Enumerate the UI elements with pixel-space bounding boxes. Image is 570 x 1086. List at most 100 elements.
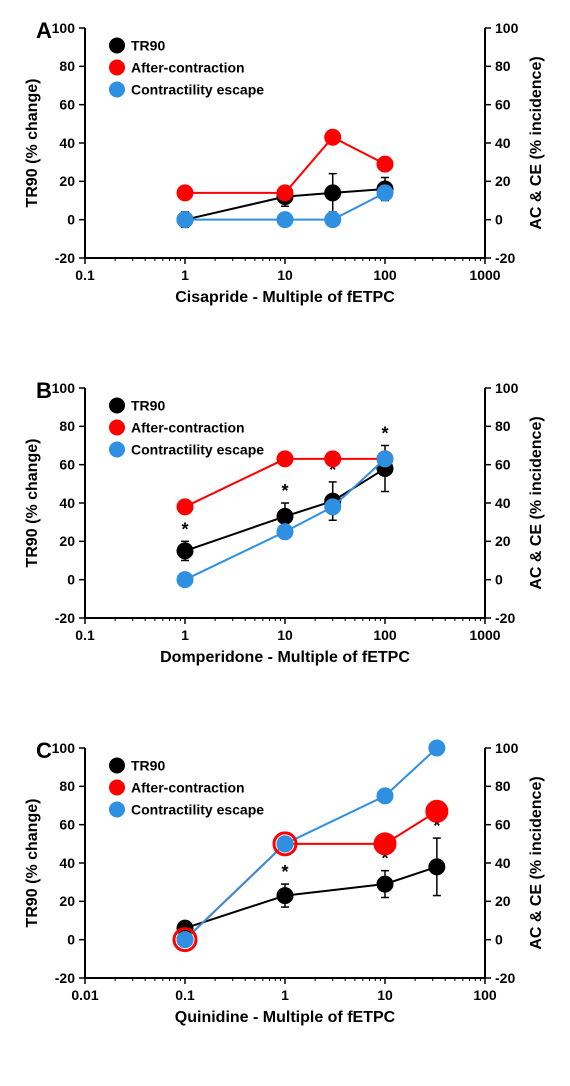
y-tick-label-left: 80	[59, 778, 75, 794]
series-marker	[277, 212, 293, 228]
series-marker	[277, 836, 293, 852]
series-marker	[177, 499, 193, 515]
y-tick-label-left: 80	[59, 58, 75, 74]
y-tick-label-left: 0	[67, 932, 75, 948]
y-tick-label-left: 60	[59, 457, 75, 473]
x-tick-label: 1	[181, 267, 189, 283]
y-tick-label-left: 40	[59, 855, 75, 871]
series-marker	[277, 524, 293, 540]
legend-label: TR90	[131, 757, 165, 773]
x-axis-label: Domperidone - Multiple of fETPC	[160, 649, 410, 666]
series-marker	[277, 508, 293, 524]
y-axis-label-left: TR90 (% change)	[24, 799, 41, 928]
x-tick-label: 0.1	[75, 267, 95, 283]
x-tick-label: 100	[373, 627, 397, 643]
series-marker	[377, 788, 393, 804]
y-tick-label-right: 60	[495, 817, 511, 833]
series-marker	[429, 740, 445, 756]
series-marker	[177, 543, 193, 559]
series-marker	[429, 859, 445, 875]
series-marker	[377, 156, 393, 172]
legend-label: TR90	[131, 37, 165, 53]
series-marker	[377, 876, 393, 892]
series-marker	[325, 185, 341, 201]
x-tick-label: 0.1	[175, 987, 195, 1003]
legend-marker	[109, 802, 125, 818]
series-marker	[325, 499, 341, 515]
y-tick-label-left: 20	[59, 533, 75, 549]
y-axis-label-left: TR90 (% change)	[24, 439, 41, 568]
y-tick-label-left: 60	[59, 817, 75, 833]
y-tick-label-left: 0	[67, 212, 75, 228]
x-tick-label: 10	[277, 267, 293, 283]
x-tick-label: 100	[373, 267, 397, 283]
y-axis-label-right: AC & CE (% incidence)	[528, 56, 545, 229]
legend-label: After-contraction	[131, 419, 245, 435]
y-tick-label-left: 100	[52, 740, 76, 756]
x-tick-label: 1	[181, 627, 189, 643]
y-tick-label-left: 100	[52, 20, 76, 36]
series-marker	[426, 800, 448, 822]
y-tick-label-right: 20	[495, 893, 511, 909]
x-tick-label: 10	[377, 987, 393, 1003]
figure-root: A0.11101001000-20-2000202040406060808010…	[0, 0, 570, 1086]
x-axis-label: Quinidine - Multiple of fETPC	[175, 1009, 396, 1026]
series-marker	[277, 888, 293, 904]
legend-label: Contractility escape	[131, 81, 264, 97]
x-tick-label: 1000	[469, 267, 500, 283]
y-tick-label-right: 60	[495, 97, 511, 113]
y-tick-label-left: 80	[59, 418, 75, 434]
x-tick-label: 10	[277, 627, 293, 643]
legend-marker	[109, 82, 125, 98]
y-tick-label-right: 100	[495, 740, 519, 756]
series-marker	[177, 932, 193, 948]
y-tick-label-right: 40	[495, 855, 511, 871]
y-axis-label-right: AC & CE (% incidence)	[528, 416, 545, 589]
y-tick-label-right: 40	[495, 135, 511, 151]
x-tick-label: 0.1	[75, 627, 95, 643]
series-line	[185, 867, 437, 928]
y-tick-label-right: 60	[495, 457, 511, 473]
chart-A: 0.11101001000-20-20002020404060608080100…	[0, 8, 570, 348]
y-tick-label-right: 80	[495, 778, 511, 794]
legend-marker	[109, 398, 125, 414]
y-tick-label-left: 100	[52, 380, 76, 396]
x-axis-label: Cisapride - Multiple of fETPC	[175, 289, 395, 306]
y-tick-label-left: 20	[59, 173, 75, 189]
y-axis-label-right: AC & CE (% incidence)	[528, 776, 545, 949]
y-tick-label-left: 20	[59, 893, 75, 909]
legend-label: After-contraction	[131, 59, 245, 75]
y-tick-label-right: 0	[495, 212, 503, 228]
x-tick-label: 100	[473, 987, 497, 1003]
series-marker	[325, 129, 341, 145]
significance-star: *	[281, 481, 288, 501]
legend-marker	[109, 780, 125, 796]
legend-label: TR90	[131, 397, 165, 413]
y-tick-label-left: 60	[59, 97, 75, 113]
legend-marker	[109, 442, 125, 458]
y-tick-label-right: -20	[495, 250, 515, 266]
y-tick-label-right: -20	[495, 970, 515, 986]
series-marker	[325, 451, 341, 467]
y-tick-label-left: 40	[59, 135, 75, 151]
chart-C: 0.010.1110100-20-20002020404060608080100…	[0, 728, 570, 1068]
y-tick-label-left: -20	[55, 250, 75, 266]
y-tick-label-left: 0	[67, 572, 75, 588]
y-tick-label-right: 100	[495, 380, 519, 396]
series-marker	[377, 451, 393, 467]
series-marker	[277, 185, 293, 201]
y-tick-label-left: -20	[55, 610, 75, 626]
significance-star: *	[281, 862, 288, 882]
series-marker	[177, 185, 193, 201]
legend-label: Contractility escape	[131, 441, 264, 457]
series-marker	[377, 185, 393, 201]
y-tick-label-left: 40	[59, 495, 75, 511]
y-tick-label-right: 20	[495, 173, 511, 189]
series-marker	[177, 572, 193, 588]
legend-label: Contractility escape	[131, 801, 264, 817]
legend-marker	[109, 60, 125, 76]
y-axis-label-left: TR90 (% change)	[24, 79, 41, 208]
y-tick-label-right: 0	[495, 932, 503, 948]
significance-star: *	[181, 519, 188, 539]
chart-B: 0.11101001000-20-20002020404060608080100…	[0, 368, 570, 708]
